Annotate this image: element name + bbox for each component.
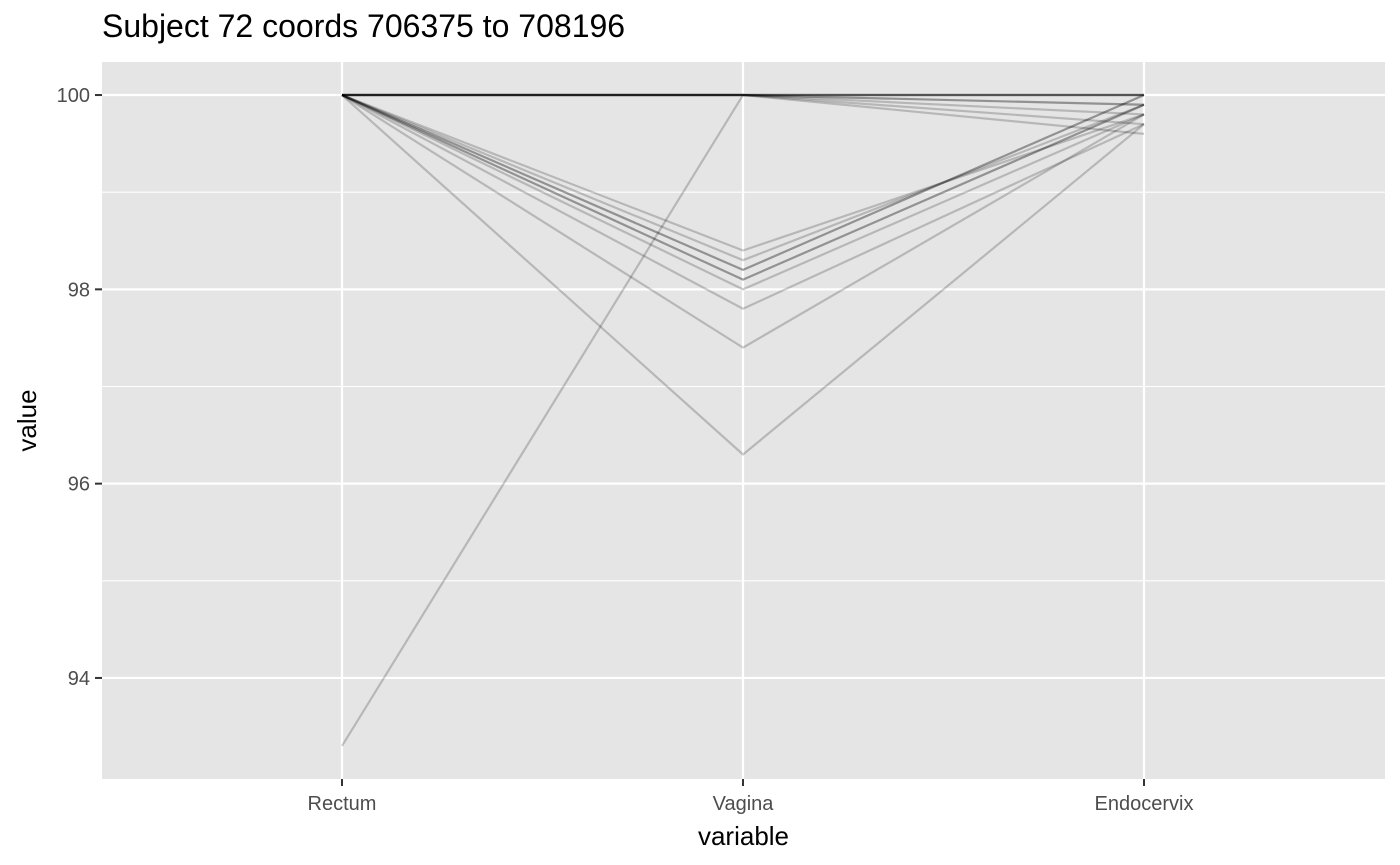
series-line [341,94,1145,456]
series-line [341,94,1145,349]
series-line [342,93,1145,135]
series-line [342,93,1145,116]
series-line [341,94,1145,281]
x-axis-title: variable [698,821,789,851]
y-tick-label: 100 [57,85,90,107]
x-tick-label: Endocervix [1095,793,1194,815]
x-axis: Rectum Vagina Endocervix [308,779,1194,815]
series-line [341,94,1145,310]
major-gridlines [102,62,1385,779]
y-tick-label: 98 [68,279,90,301]
y-tick-label: 96 [68,474,90,496]
series-line [342,93,1145,106]
series-line [341,94,1145,272]
series-line [341,93,1144,747]
series-line [342,93,1145,106]
series-line [341,94,1145,281]
series-line [341,94,1145,272]
y-axis-title: value [12,389,42,451]
series-line [342,93,1145,126]
y-axis: 94 96 98 100 [57,85,102,690]
series-line [341,94,1145,252]
series-lines [341,93,1145,747]
x-tick-label: Rectum [308,793,377,815]
chart-title: Subject 72 coords 706375 to 708196 [102,8,626,44]
x-tick-label: Vagina [713,793,775,815]
series-line [341,94,1145,291]
y-tick-label: 94 [68,668,90,690]
series-line [341,94,1145,262]
